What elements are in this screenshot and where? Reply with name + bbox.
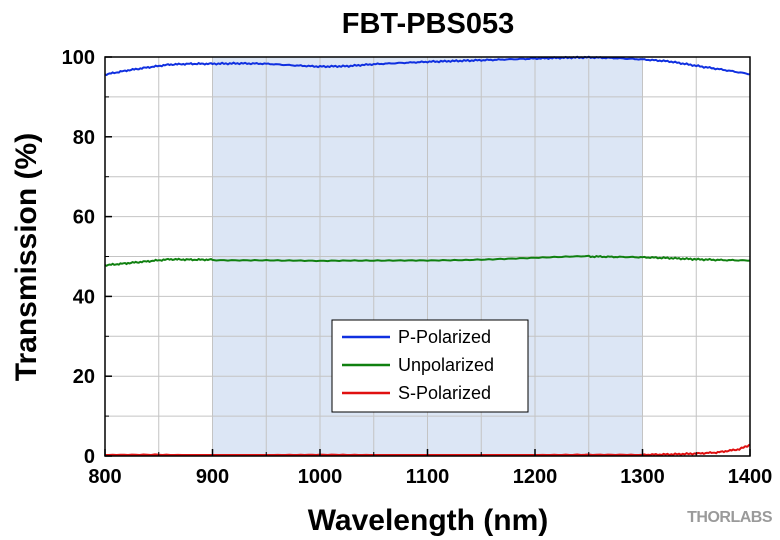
x-axis-title: Wavelength (nm) xyxy=(308,504,549,537)
y-tick-label: 100 xyxy=(62,47,95,69)
thorlabs-watermark: THORLABS xyxy=(687,509,773,526)
y-axis-title: Transmission (%) xyxy=(10,133,43,381)
x-tick-label: 1000 xyxy=(298,466,343,488)
x-tick-label: 1400 xyxy=(728,466,773,488)
x-tick-label: 1300 xyxy=(620,466,665,488)
x-axis-ticks: 800 900 1000 1100 1200 1300 1400 xyxy=(88,449,772,488)
series-line-unpolarized xyxy=(104,254,751,267)
series-line-s-polarized xyxy=(105,443,751,457)
x-tick-label: 800 xyxy=(88,466,121,488)
y-tick-label: 40 xyxy=(73,286,95,308)
y-tick-label: 80 xyxy=(73,127,95,149)
y-tick-label: 0 xyxy=(84,446,95,468)
thorlabs-logo: THORLABS xyxy=(687,509,773,526)
x-tick-label: 1200 xyxy=(513,466,558,488)
x-tick-label: 1100 xyxy=(406,466,449,488)
plot-area xyxy=(104,55,751,457)
legend-label-s-polarized: S-Polarized xyxy=(398,383,491,403)
legend: P-Polarized Unpolarized S-Polarized xyxy=(331,319,529,413)
series-layer xyxy=(104,55,751,457)
y-tick-label: 60 xyxy=(73,207,95,229)
y-axis-ticks: 0 20 40 60 80 100 xyxy=(62,47,112,468)
legend-label-p-polarized: P-Polarized xyxy=(398,327,491,347)
chart-title: FBT-PBS053 xyxy=(342,8,514,40)
y-tick-label: 20 xyxy=(73,366,95,388)
legend-label-unpolarized: Unpolarized xyxy=(398,355,494,375)
series-line-p-polarized xyxy=(104,55,750,77)
x-tick-label: 900 xyxy=(196,466,229,488)
